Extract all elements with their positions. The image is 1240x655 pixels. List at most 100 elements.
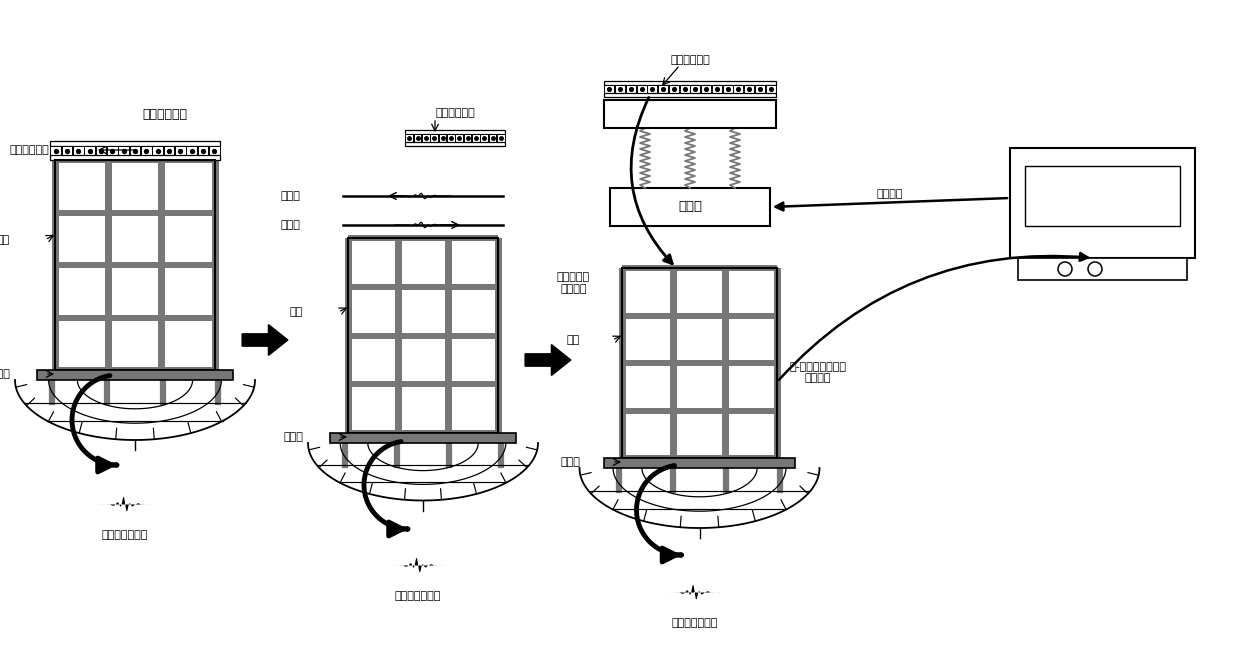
Text: 结构: 结构 — [290, 307, 303, 317]
Circle shape — [1087, 262, 1102, 276]
Text: 层状土: 层状土 — [283, 432, 303, 442]
Bar — [622, 265, 777, 271]
Bar — [348, 333, 498, 339]
Bar — [1025, 166, 1180, 226]
Bar — [55, 314, 215, 320]
Bar — [348, 235, 498, 241]
Bar — [755, 85, 765, 93]
Text: 振动台: 振动台 — [678, 200, 702, 214]
Bar — [105, 160, 112, 370]
Bar — [210, 146, 219, 155]
Text: 加速度输入激励: 加速度输入激励 — [671, 618, 718, 628]
Bar — [604, 458, 795, 468]
Bar — [680, 85, 689, 93]
Bar — [670, 268, 677, 458]
Bar — [62, 146, 72, 155]
Bar — [622, 407, 777, 413]
Bar — [444, 238, 451, 433]
Bar — [647, 85, 657, 93]
Text: 消能减震装置: 消能减震装置 — [435, 108, 475, 118]
Bar — [765, 85, 775, 93]
Text: 层状土: 层状土 — [0, 369, 10, 379]
Bar — [394, 238, 402, 433]
Bar — [1018, 258, 1187, 280]
Bar — [615, 85, 625, 93]
Text: 结构: 结构 — [567, 335, 580, 345]
Bar — [610, 188, 770, 226]
Bar — [626, 85, 636, 93]
Bar — [118, 146, 129, 155]
Bar — [186, 146, 197, 155]
Bar — [658, 85, 668, 93]
Bar — [622, 312, 777, 318]
Bar — [330, 433, 516, 443]
Text: 消能减震装置: 消能减震装置 — [10, 145, 50, 155]
Bar — [448, 134, 455, 142]
Bar — [197, 146, 208, 155]
Bar — [414, 134, 422, 142]
Bar — [37, 370, 233, 380]
Bar — [619, 268, 625, 458]
Text: 层状土: 层状土 — [560, 457, 580, 467]
Bar — [84, 146, 95, 155]
Text: 加速度输入激励: 加速度输入激励 — [394, 591, 441, 601]
Bar — [73, 146, 83, 155]
Bar — [701, 85, 711, 93]
Bar — [495, 238, 501, 433]
Bar — [55, 160, 215, 370]
Bar — [489, 134, 496, 142]
Text: 消能减震装置: 消能减震装置 — [670, 55, 709, 65]
Bar — [744, 85, 754, 93]
Bar — [668, 85, 678, 93]
Bar — [430, 134, 438, 142]
Text: 调整反馈: 调整反馈 — [877, 189, 903, 199]
Bar — [604, 93, 776, 97]
Bar — [622, 455, 777, 461]
Bar — [455, 134, 463, 142]
Text: 土-结构分析了结构
结果输出: 土-结构分析了结构 结果输出 — [789, 362, 846, 383]
Bar — [472, 134, 480, 142]
Bar — [774, 268, 780, 458]
Bar — [439, 134, 446, 142]
Text: 加速度输入激励: 加速度输入激励 — [102, 530, 149, 540]
Bar — [212, 160, 218, 370]
Bar — [107, 146, 118, 155]
Bar — [130, 146, 140, 155]
Bar — [164, 146, 175, 155]
Bar — [464, 134, 471, 142]
Bar — [712, 85, 722, 93]
Bar — [733, 85, 743, 93]
Bar — [345, 238, 351, 433]
Text: 控制系统: 控制系统 — [1086, 191, 1120, 205]
Bar — [723, 85, 733, 93]
Text: 试验子结构
结果输出: 试验子结构 结果输出 — [557, 272, 590, 294]
Bar — [405, 134, 413, 142]
Bar — [55, 262, 215, 268]
Bar — [50, 141, 219, 146]
Bar — [55, 367, 215, 373]
Bar — [604, 85, 614, 93]
Bar — [348, 381, 498, 387]
Bar — [159, 160, 165, 370]
Bar — [55, 157, 215, 163]
Bar — [348, 430, 498, 436]
Bar — [95, 146, 107, 155]
Text: 整体结构体系: 整体结构体系 — [143, 109, 187, 121]
Text: 结构: 结构 — [0, 234, 10, 245]
Text: 界面力: 界面力 — [280, 220, 300, 230]
Bar — [348, 238, 498, 433]
Bar — [636, 85, 646, 93]
Polygon shape — [525, 345, 570, 375]
Bar — [622, 268, 777, 458]
Bar — [604, 100, 776, 128]
Bar — [497, 134, 505, 142]
Bar — [622, 360, 777, 366]
Bar — [405, 142, 505, 146]
Circle shape — [1058, 262, 1073, 276]
Bar — [141, 146, 151, 155]
Text: 界面力: 界面力 — [280, 191, 300, 201]
Bar — [55, 210, 215, 215]
Bar — [52, 160, 58, 370]
Bar — [175, 146, 186, 155]
Bar — [348, 284, 498, 290]
